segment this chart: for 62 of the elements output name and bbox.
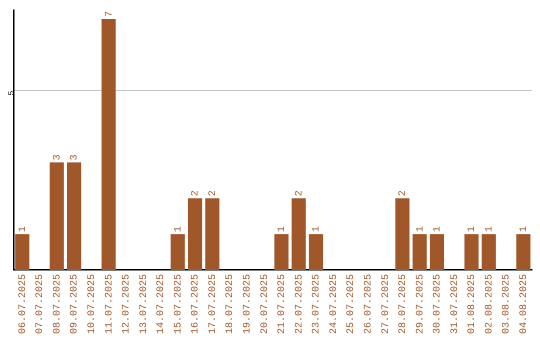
- bar: [66, 162, 82, 270]
- x-tick-label: 20.07.2025: [260, 274, 271, 334]
- x-tick-label: 19.07.2025: [242, 274, 254, 334]
- x-tick-label: 13.07.2025: [138, 274, 150, 334]
- x-tick-label: 25.07.2025: [346, 274, 358, 334]
- bar: [464, 234, 479, 270]
- bar: [516, 234, 530, 270]
- x-tick-label: 21.07.2025: [277, 274, 288, 334]
- x-tick-label: 11.07.2025: [104, 274, 116, 334]
- bar: [170, 234, 185, 270]
- data-label: 2: [208, 190, 219, 196]
- data-label: 1: [432, 226, 444, 232]
- bar: [102, 18, 116, 270]
- x-tick-label: 26.07.2025: [363, 274, 374, 334]
- bar: [205, 198, 220, 270]
- data-label: 2: [190, 190, 202, 196]
- bar: [292, 198, 306, 270]
- data-label: 1: [519, 226, 530, 232]
- x-tick-label: 17.07.2025: [208, 274, 219, 334]
- data-label: 7: [104, 10, 116, 17]
- x-tick-label: 04.08.2025: [519, 274, 530, 334]
- bar: [395, 198, 410, 270]
- data-label: 2: [294, 190, 306, 196]
- x-tick-label: 09.07.2025: [70, 274, 81, 334]
- bar: [188, 198, 202, 270]
- x-tick-label: 14.07.2025: [156, 274, 168, 334]
- bar: [430, 234, 444, 270]
- bar: [50, 162, 64, 270]
- x-tick-label: 18.07.2025: [225, 274, 236, 334]
- x-tick-label: 30.07.2025: [432, 274, 444, 334]
- bar: [308, 234, 324, 270]
- x-tick-label: 08.07.2025: [52, 274, 64, 334]
- data-label: 1: [277, 226, 288, 232]
- x-tick-label: 16.07.2025: [190, 274, 202, 334]
- x-tick-label: 15.07.2025: [173, 274, 184, 334]
- x-tick-label: 31.07.2025: [450, 274, 461, 334]
- x-tick-label: 23.07.2025: [312, 274, 323, 334]
- data-label: 1: [467, 226, 478, 232]
- data-label: 3: [52, 154, 64, 160]
- x-tick-label: 10.07.2025: [87, 274, 98, 334]
- data-label: 1: [415, 226, 426, 232]
- data-label: 1: [18, 226, 29, 232]
- x-tick-label: 01.08.2025: [467, 274, 478, 334]
- x-tick-label: 28.07.2025: [398, 274, 410, 334]
- x-tick-label: 12.07.2025: [122, 274, 133, 334]
- data-label: 1: [312, 226, 323, 232]
- data-label: 1: [173, 226, 184, 232]
- x-tick-label: 02.08.2025: [484, 274, 496, 334]
- x-tick-label: 29.07.2025: [415, 274, 426, 334]
- x-tick-label: 24.07.2025: [328, 274, 340, 334]
- bar: [482, 234, 496, 270]
- bar: [274, 234, 289, 270]
- data-label: 2: [398, 190, 410, 196]
- x-tick-label: 06.07.2025: [18, 274, 29, 334]
- x-tick-label: 03.08.2025: [502, 274, 513, 334]
- bar: [412, 234, 427, 270]
- x-tick-label: 07.07.2025: [35, 274, 46, 334]
- x-tick-label: 22.07.2025: [294, 274, 306, 334]
- data-label: 1: [484, 226, 496, 232]
- x-tick-label: 27.07.2025: [380, 274, 392, 334]
- data-label: 3: [70, 154, 81, 160]
- bar: [15, 234, 30, 270]
